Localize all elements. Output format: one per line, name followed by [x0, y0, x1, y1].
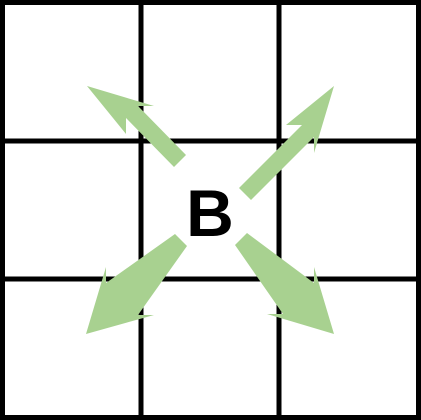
- arrow-up-left-icon: [87, 86, 186, 167]
- move-arrows: [86, 86, 334, 334]
- piece-label: B: [186, 176, 234, 250]
- arrow-down-right-icon: [235, 233, 334, 334]
- arrow-up-right-icon: [239, 86, 334, 200]
- arrow-down-left-icon: [86, 234, 187, 334]
